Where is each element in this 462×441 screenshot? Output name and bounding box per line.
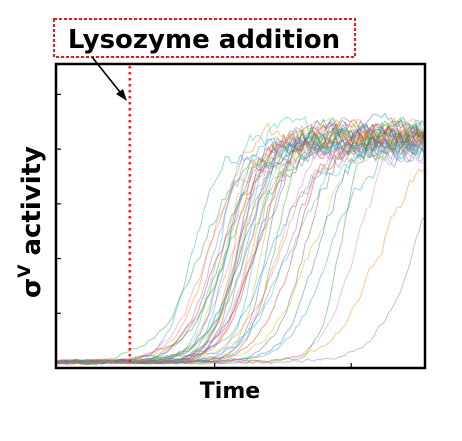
trace-line-18 — [55, 116, 426, 365]
trace-line-31 — [55, 122, 426, 365]
annotation-arrow — [91, 56, 125, 98]
trace-line-29 — [55, 117, 426, 365]
trace-line-38 — [55, 132, 426, 365]
trace-line-17 — [55, 127, 426, 364]
trace-line-16 — [55, 122, 426, 365]
trace-line-28 — [55, 130, 426, 365]
trace-line-4 — [55, 124, 426, 365]
trace-line-6 — [55, 127, 426, 365]
annotation-text: Lysozyme addition — [68, 25, 340, 55]
y-axis-label: σV activity — [15, 146, 47, 298]
trace-line-30 — [55, 142, 426, 365]
trace-line-40 — [55, 143, 426, 365]
trace-line-21 — [55, 123, 426, 365]
trace-line-33 — [55, 118, 426, 365]
axis-ticks — [56, 93, 352, 368]
y-axis-label-rest: activity — [17, 146, 47, 265]
trace-line-44 — [55, 217, 426, 365]
annotation-arrowhead — [116, 89, 127, 101]
y-axis-label-sup: V — [15, 264, 35, 278]
trace-line-2 — [55, 134, 426, 364]
trace-line-11 — [55, 117, 426, 365]
trace-line-14 — [55, 137, 426, 365]
trace-line-22 — [55, 119, 426, 365]
trace-line-43 — [55, 168, 426, 366]
trace-line-41 — [55, 117, 426, 365]
trace-line-27 — [55, 122, 426, 364]
x-axis-label: Time — [200, 379, 260, 404]
trace-line-36 — [55, 120, 426, 365]
annotation-box — [53, 18, 356, 58]
trace-line-35 — [55, 138, 426, 365]
trace-line-0 — [55, 130, 426, 364]
trace-line-34 — [55, 135, 426, 364]
trace-line-32 — [56, 125, 426, 365]
trace-line-7 — [55, 135, 426, 365]
trace-line-15 — [55, 132, 426, 365]
y-axis-label-sigma: σ — [17, 278, 47, 298]
trace-line-8 — [55, 123, 426, 364]
trace-line-25 — [55, 141, 426, 365]
trace-line-24 — [55, 141, 426, 364]
trace-line-3 — [55, 119, 426, 365]
trace-line-39 — [55, 130, 426, 365]
trace-line-1 — [55, 131, 426, 362]
trace-line-9 — [55, 129, 426, 364]
trace-line-13 — [55, 120, 426, 365]
plot-frame — [54, 62, 427, 370]
trace-line-26 — [55, 119, 426, 365]
trace-line-5 — [55, 116, 426, 364]
trace-line-12 — [55, 134, 426, 364]
trace-line-37 — [55, 131, 426, 365]
trace-line-42 — [55, 139, 426, 365]
trace-line-19 — [55, 112, 426, 365]
trace-line-10 — [55, 126, 426, 366]
trace-line-20 — [55, 119, 426, 365]
trace-lines — [55, 112, 426, 366]
trace-line-23 — [55, 136, 426, 365]
